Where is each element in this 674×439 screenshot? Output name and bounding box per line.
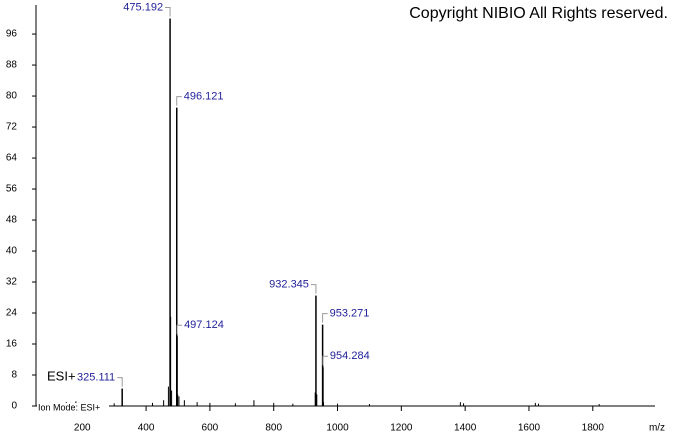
y-tick-label: 72 <box>6 122 18 133</box>
y-tick-label: 80 <box>6 91 18 102</box>
x-tick-label: 800 <box>265 423 282 434</box>
y-tick-label: 24 <box>6 308 18 319</box>
x-tick-label: 200 <box>74 423 91 434</box>
y-tick-label: 88 <box>6 60 18 71</box>
peak-label: 932.345 <box>269 278 309 290</box>
x-tick-label: 600 <box>202 423 219 434</box>
x-tick-label: 400 <box>138 423 155 434</box>
ion-mode-box <box>37 403 109 413</box>
y-tick-label: 64 <box>6 153 18 164</box>
x-tick-label: 1400 <box>454 423 477 434</box>
y-tick-label: 96 <box>6 29 18 40</box>
y-tick-label: 16 <box>6 339 18 350</box>
label-bracket <box>322 313 328 323</box>
label-bracket <box>117 377 123 387</box>
x-tick-label: 1800 <box>582 423 605 434</box>
peak-label: 497.124 <box>184 319 224 331</box>
label-bracket <box>176 96 182 106</box>
label-bracket <box>165 7 171 17</box>
peak-label: 475.192 <box>123 1 163 13</box>
peak-label: 496.121 <box>184 91 224 103</box>
y-tick-label: 32 <box>6 277 18 288</box>
x-axis-label: m/z <box>649 423 665 434</box>
x-tick-label: 1000 <box>326 423 349 434</box>
label-bracket <box>310 284 317 294</box>
x-tick-label: 1600 <box>518 423 541 434</box>
y-tick-label: 0 <box>11 401 17 412</box>
y-tick-label: 48 <box>6 215 18 226</box>
peak-label: 325.111 <box>77 371 115 383</box>
mode-label: ESI+ <box>47 368 76 383</box>
y-tick-label: 56 <box>6 184 18 195</box>
ion-mode: Ion Mode: ESI+ <box>38 402 100 412</box>
copyright: Copyright NIBIO All Rights reserved. <box>409 5 668 22</box>
peak-label: 953.271 <box>330 308 370 320</box>
x-tick-label: 1200 <box>390 423 413 434</box>
y-tick-label: 40 <box>6 246 18 257</box>
label-bracket <box>176 324 183 335</box>
peak-label: 954.284 <box>330 350 370 362</box>
y-tick-label: 8 <box>11 370 17 381</box>
label-bracket <box>322 355 328 366</box>
